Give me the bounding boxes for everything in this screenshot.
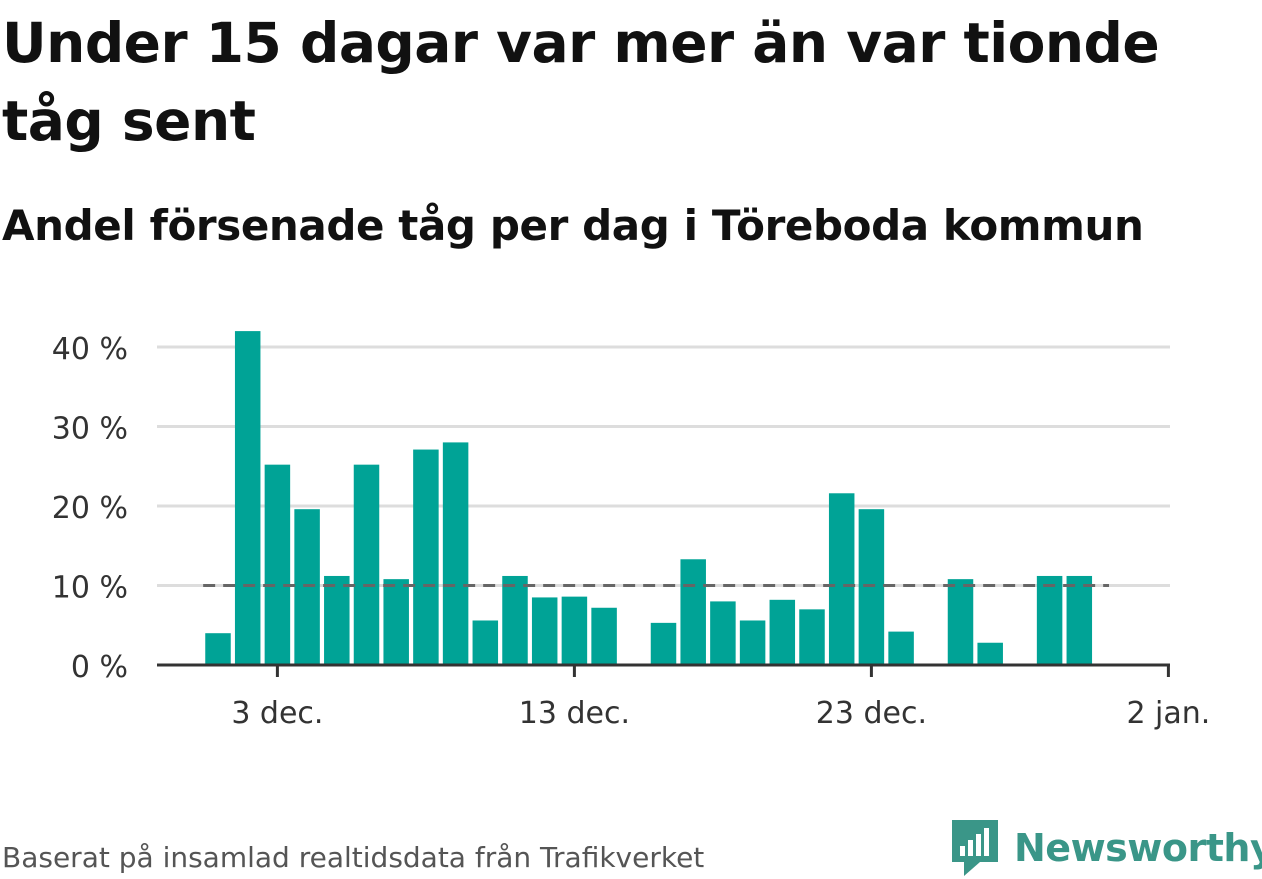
x-axis-tick-labels: 3 dec. 13 dec. 23 dec. 2 jan. (231, 665, 1210, 731)
bar (205, 633, 231, 665)
bar (234, 331, 261, 665)
x-tick-label: 2 jan. (1126, 696, 1210, 731)
newsworthy-logo-icon (952, 820, 998, 876)
chart-subtitle: Andel försenade tåg per dag i Töreboda k… (2, 201, 1144, 250)
brand-logo: Newsworthy (950, 818, 1262, 878)
bar (1036, 575, 1063, 665)
bar (710, 601, 736, 665)
source-note: Baserat på insamlad realtidsdata från Tr… (2, 841, 705, 874)
bar (502, 575, 528, 665)
y-axis-tick-labels: 0 % 10 % 20 % 30 % 40 % (52, 332, 128, 685)
bar (1066, 575, 1093, 665)
bar (799, 609, 825, 665)
bar (324, 575, 350, 665)
bar (888, 631, 914, 665)
bar (264, 464, 291, 665)
bar (650, 622, 677, 665)
x-tick-label: 23 dec. (816, 696, 927, 731)
chart-title: Under 15 dagar var mer än var tionde tåg… (2, 11, 1160, 153)
bar-chart: 0 % 10 % 20 % 30 % 40 % 3 dec. 13 dec. 23 dec.… (52, 331, 1210, 731)
y-tick-label: 10 % (52, 571, 128, 606)
bar (383, 579, 409, 665)
bar (739, 620, 766, 665)
bar (977, 642, 1003, 665)
y-tick-label: 40 % (52, 332, 128, 367)
bar (531, 597, 558, 665)
bar (353, 464, 380, 665)
y-tick-label: 0 % (71, 650, 128, 685)
x-tick-label: 13 dec. (519, 696, 630, 731)
brand-name: Newsworthy (1014, 826, 1262, 870)
bar (947, 579, 974, 665)
bar (591, 607, 617, 665)
bar (828, 493, 855, 665)
bar (858, 509, 885, 665)
y-tick-label: 30 % (52, 412, 128, 447)
x-tick-label: 3 dec. (231, 696, 323, 731)
bar (294, 509, 320, 665)
y-tick-label: 20 % (52, 491, 128, 526)
bar (413, 449, 439, 665)
bar (561, 596, 588, 665)
bar (769, 599, 796, 665)
bar (442, 442, 469, 665)
bar-series (205, 331, 1093, 665)
bar (472, 620, 499, 665)
bar (680, 559, 706, 665)
